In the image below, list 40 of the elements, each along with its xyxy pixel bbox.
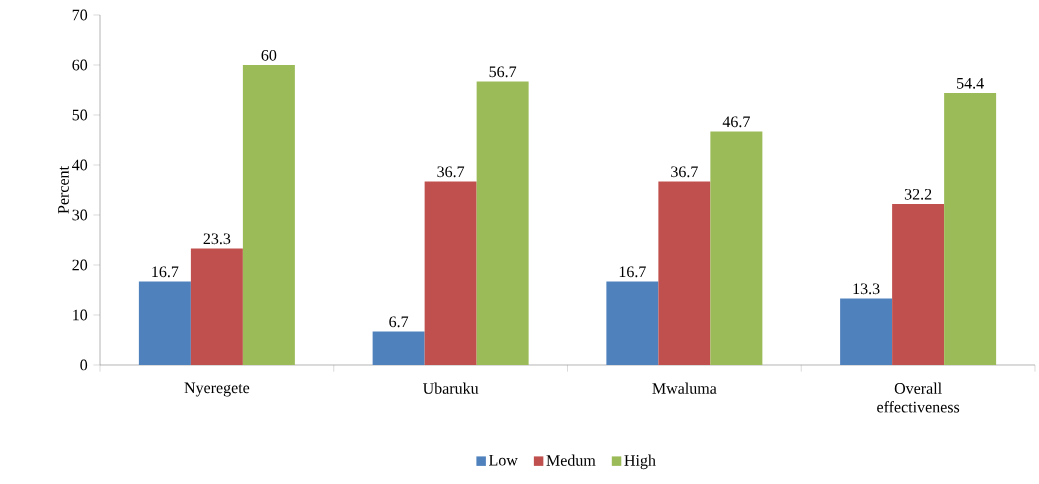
bar [424,181,477,365]
bar [476,81,529,365]
bar [658,181,711,365]
x-tick-label: Overall effectiveness [877,382,960,413]
bar [944,92,997,365]
data-label: 16.7 [619,266,646,278]
data-label: 36.7 [671,166,698,178]
bar [840,298,893,365]
data-label: 23.3 [203,233,231,245]
x-tick-label: Mwaluma [652,382,717,394]
bar [190,248,243,365]
bar [242,64,295,365]
y-tick-label: 50 [72,109,88,121]
y-tick-label: 30 [72,209,88,221]
bar [138,281,191,365]
bar [710,131,763,365]
data-label: 36.7 [437,166,465,178]
data-label: 13.3 [853,283,880,295]
y-tick-label: 40 [72,159,88,171]
data-label: 54.4 [957,77,984,89]
data-label: 60 [261,49,277,61]
y-tick-label: 0 [80,359,88,371]
y-tick-label: 20 [72,259,88,271]
y-tick-label: 70 [72,9,88,21]
y-axis-title: Percent [58,166,69,214]
data-label: 6.7 [389,316,409,328]
x-tick-label: Nyeregete [184,382,250,397]
y-tick-label: 10 [73,309,88,321]
x-tick-label: Ubaruku [422,382,479,394]
bar [606,281,659,365]
y-tick-label: 60 [72,59,88,71]
bar [892,203,945,365]
data-label: 56.7 [489,66,517,78]
legend-label: Low [489,454,518,466]
data-label: 32.2 [904,188,932,200]
data-label: 46.7 [722,116,750,128]
bar [372,331,425,365]
data-label: 16.7 [152,266,179,278]
legend-label: High [624,454,656,470]
legend-label: Medum [546,454,596,466]
